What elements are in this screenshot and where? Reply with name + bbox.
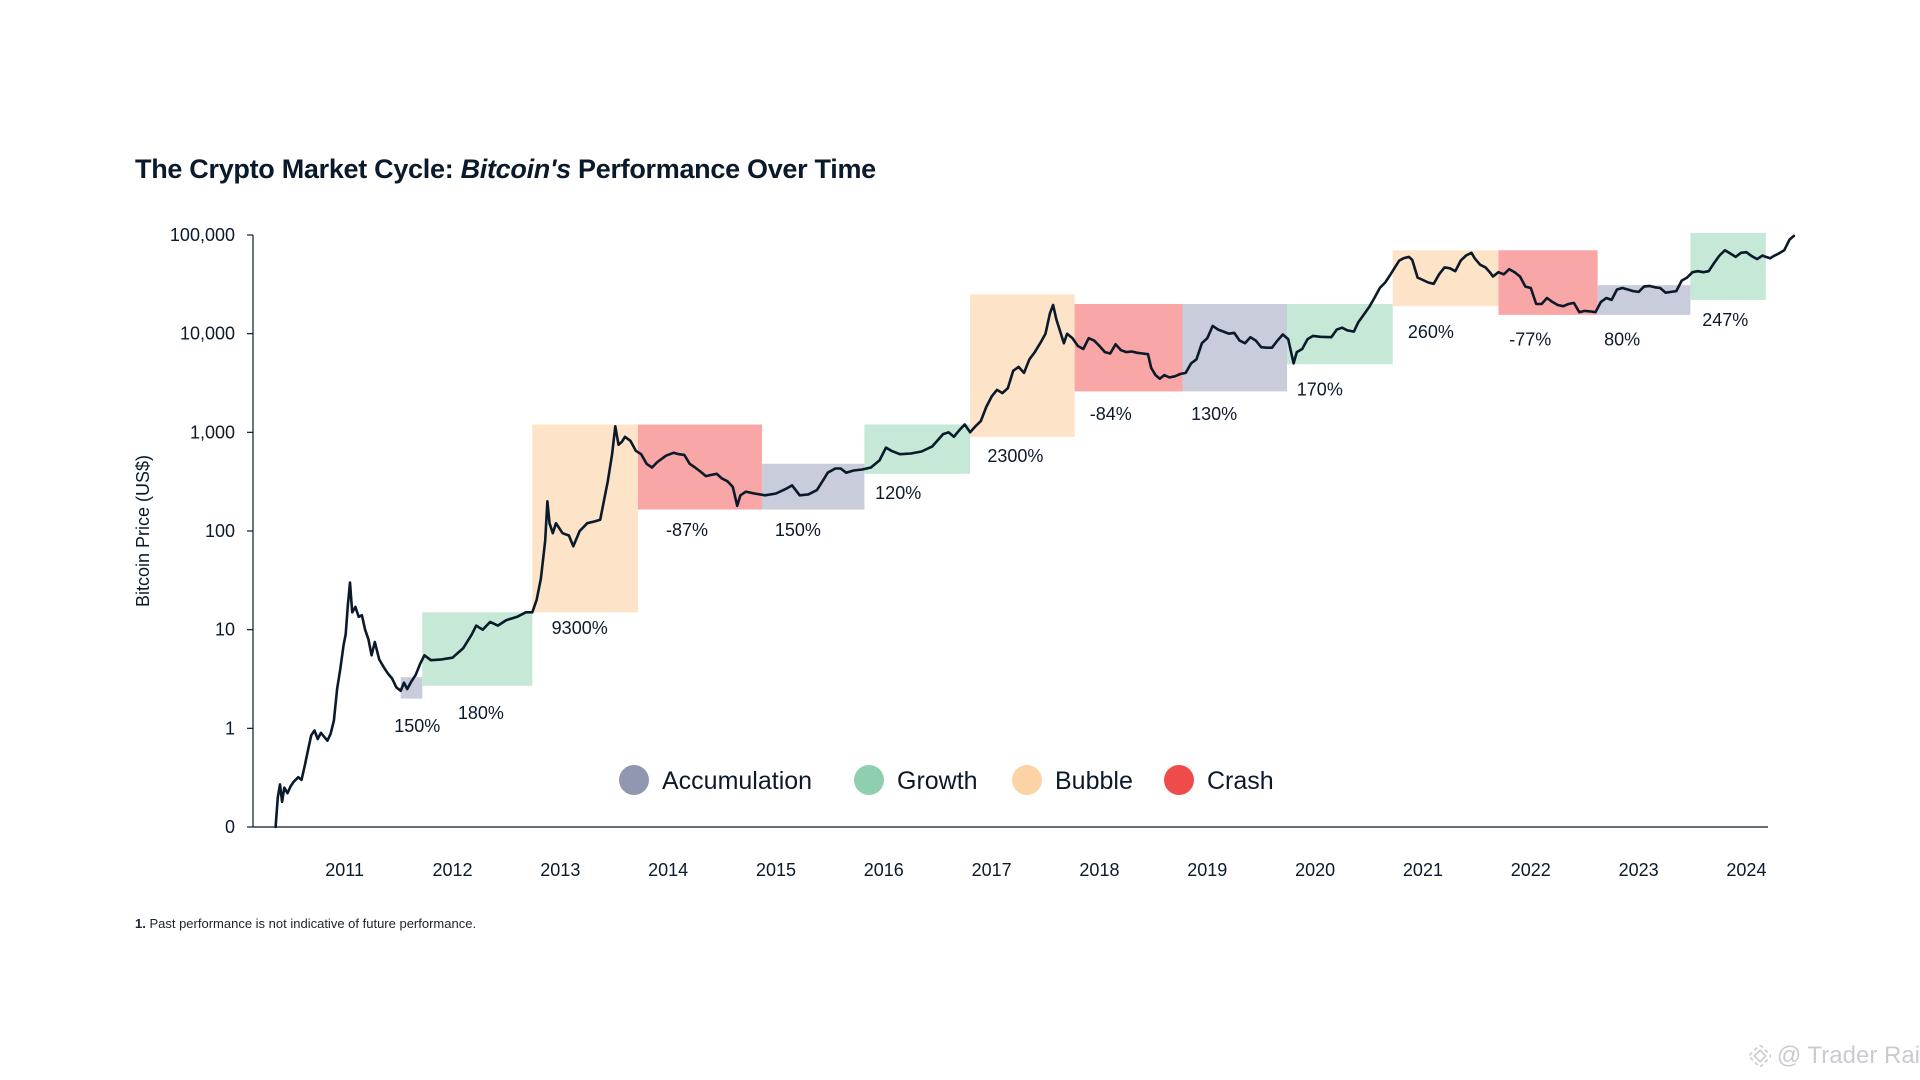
x-tick-label: 2021 [1403, 860, 1443, 880]
x-tick-label: 2011 [325, 860, 364, 880]
footnote-number: 1. [135, 916, 146, 931]
phase-change-label: 2300% [987, 446, 1043, 466]
x-tick-label: 2013 [540, 860, 580, 880]
phase-region-crash-12 [1498, 250, 1598, 315]
x-tick-label: 2014 [648, 860, 688, 880]
chart-title-prefix: The Crypto Market Cycle: [135, 154, 461, 184]
x-tick-label: 2018 [1079, 860, 1119, 880]
phase-region-accumulation-1 [400, 677, 423, 699]
x-tick-label: 2019 [1187, 860, 1227, 880]
phase-region-growth-14 [1690, 232, 1766, 300]
phase-labels: 150% 180% 9300% -87% 150% 120% 2300% -84% 130% 17… [394, 310, 1748, 736]
watermark: @ Trader Rai [1748, 1042, 1920, 1070]
y-tick-label: 10 [215, 620, 235, 640]
legend-swatch-bubble [1012, 765, 1042, 795]
phase-change-label: 130% [1191, 404, 1237, 424]
y-tick-label: 10,000 [180, 324, 235, 344]
x-tick-label: 2023 [1619, 860, 1659, 880]
y-axis-title: Bitcoin Price (US$) [133, 455, 153, 607]
phase-region-growth-6 [864, 424, 971, 474]
phase-change-label: 260% [1408, 322, 1454, 342]
phase-region-crash-8 [1074, 303, 1183, 392]
x-tick-label: 2016 [864, 860, 904, 880]
x-tick-label: 2012 [432, 860, 472, 880]
phase-region-growth-10 [1287, 303, 1393, 365]
phase-change-label: 170% [1297, 380, 1343, 400]
y-tick-label: 1,000 [190, 422, 235, 442]
legend-label-crash: Crash [1207, 767, 1274, 795]
y-axis-ticks: 0 1 10 100 1,000 10,000 100,000 [170, 225, 253, 837]
x-tick-label: 2020 [1295, 860, 1335, 880]
phase-region-bubble-11 [1392, 250, 1499, 307]
legend-label-growth: Growth [897, 767, 978, 795]
legend-swatch-growth [854, 765, 884, 795]
x-tick-label: 2017 [972, 860, 1012, 880]
phase-change-label: 180% [458, 703, 504, 723]
legend-label-bubble: Bubble [1055, 767, 1133, 795]
watermark-text: @ Trader Rai [1776, 1042, 1920, 1069]
x-axis-ticks: 2011 2012 2013 2014 2015 2016 2017 2018 2019 2020… [325, 860, 1766, 880]
phase-change-label: 150% [394, 716, 440, 736]
footnote: 1. Past performance is not indicative of… [135, 916, 476, 931]
x-tick-label: 2022 [1511, 860, 1551, 880]
phase-change-label: 150% [775, 520, 821, 540]
phase-change-label: 247% [1702, 310, 1748, 330]
phase-change-label: -87% [666, 520, 708, 540]
phase-region-bubble-7 [970, 294, 1075, 437]
x-tick-label: 2024 [1726, 860, 1766, 880]
binance-logo-icon [1748, 1045, 1771, 1067]
phase-region-crash-4 [637, 424, 762, 510]
footnote-text: Past performance is not indicative of fu… [145, 916, 477, 931]
chart-title-emphasis: Bitcoin's [460, 154, 572, 184]
legend-label-accumulation: Accumulation [662, 767, 812, 795]
legend-swatch-crash [1164, 765, 1194, 795]
y-tick-label: 0 [225, 817, 235, 837]
phase-change-label: 9300% [552, 618, 608, 638]
legend: Accumulation Growth Bubble Crash [619, 765, 1274, 795]
chart-title-suffix: Performance Over Time [570, 154, 876, 184]
y-tick-label: 1 [225, 718, 235, 738]
phase-change-label: -84% [1090, 404, 1132, 424]
y-tick-label: 100 [205, 521, 235, 541]
phase-change-label: -77% [1509, 329, 1551, 349]
legend-swatch-accumulation [619, 765, 649, 795]
phase-change-label: 80% [1604, 329, 1640, 349]
y-tick-label: 100,000 [170, 225, 235, 245]
chart-title: The Crypto Market Cycle: Bitcoin's Perfo… [135, 154, 876, 185]
phase-region-growth-2 [422, 612, 533, 686]
x-tick-label: 2015 [756, 860, 796, 880]
series-line-bitcoin-price [274, 234, 1796, 829]
phase-change-label: 120% [875, 483, 921, 503]
